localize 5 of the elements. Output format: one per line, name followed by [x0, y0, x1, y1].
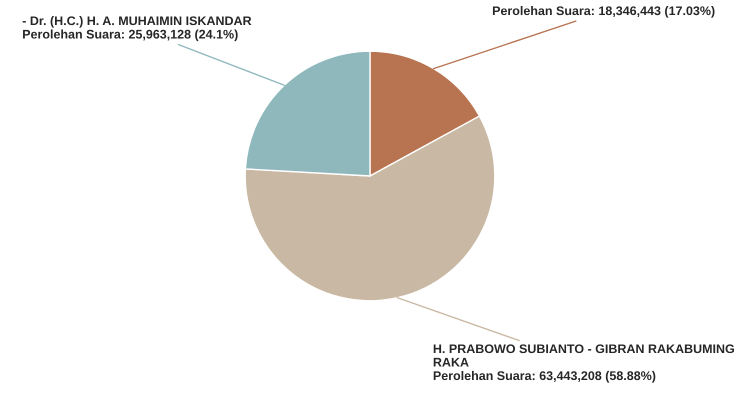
slice-label: - Dr. (H.C.) H. A. MUHAIMIN ISKANDAR	[22, 16, 252, 28]
data-label: Perolehan Suara: 63,443,208 (58.88%)	[434, 370, 656, 383]
data-label: Perolehan Suara: 25,963,128 (24.1%)	[23, 29, 238, 42]
slice-label: H. PRABOWO SUBIANTO - GIBRAN RAKABUMING RAKA	[434, 344, 734, 367]
data-label: Perolehan Suara: 18,346,443 (17.03%)	[492, 6, 715, 18]
